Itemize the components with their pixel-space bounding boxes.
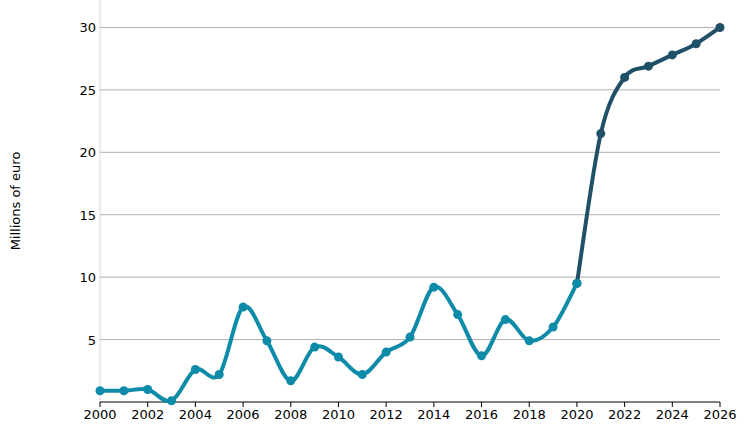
y-tick-label: 15 xyxy=(79,208,96,223)
marker xyxy=(286,376,295,385)
marker xyxy=(572,279,581,288)
grid-line xyxy=(100,214,720,215)
y-axis-label: Millions of euro xyxy=(8,152,23,251)
x-tick-label: 2020 xyxy=(560,407,593,422)
y-tick-label: 20 xyxy=(79,145,96,160)
marker xyxy=(310,343,319,352)
marker xyxy=(96,386,105,395)
x-axis-line xyxy=(100,402,720,403)
marker xyxy=(167,396,176,405)
x-tick-label: 2008 xyxy=(274,407,307,422)
x-tick-label: 2018 xyxy=(513,407,546,422)
plot-area xyxy=(96,23,725,405)
y-tick-label: 10 xyxy=(79,270,96,285)
x-tick-label: 2026 xyxy=(703,407,736,422)
y-tick-label: 30 xyxy=(79,20,96,35)
marker xyxy=(262,336,271,345)
x-tick-label: 2012 xyxy=(370,407,403,422)
chart: 5 10 15 20 25 30 2000 2002 2004 2006 2008 2010 2012 2… xyxy=(0,0,748,434)
marker xyxy=(620,73,629,82)
marker xyxy=(406,333,415,342)
marker xyxy=(358,370,367,379)
marker xyxy=(692,39,701,48)
series-line xyxy=(577,27,720,283)
grid-line xyxy=(100,277,720,278)
grid-line xyxy=(100,89,720,90)
marker xyxy=(525,336,534,345)
marker xyxy=(572,279,581,288)
marker xyxy=(644,62,653,71)
x-tick-label: 2016 xyxy=(465,407,498,422)
y-tick-label: 5 xyxy=(88,333,96,348)
grid-line xyxy=(100,152,720,153)
y-tick-label: 25 xyxy=(79,83,96,98)
x-tick-label: 2006 xyxy=(227,407,260,422)
marker xyxy=(215,370,224,379)
x-tick-label: 2004 xyxy=(179,407,212,422)
y-axis-line xyxy=(100,0,101,402)
x-tick-label: 2000 xyxy=(83,407,116,422)
marker xyxy=(716,23,725,32)
marker xyxy=(501,315,510,324)
marker xyxy=(668,50,677,59)
series-line xyxy=(100,283,577,401)
marker xyxy=(429,283,438,292)
x-tick-label: 2010 xyxy=(322,407,355,422)
marker xyxy=(596,129,605,138)
x-tick-label: 2002 xyxy=(131,407,164,422)
marker xyxy=(239,303,248,312)
marker xyxy=(453,310,462,319)
grid-line xyxy=(100,27,720,28)
marker xyxy=(477,351,486,360)
marker xyxy=(382,348,391,357)
marker xyxy=(119,386,128,395)
marker xyxy=(143,385,152,394)
x-tick-label: 2014 xyxy=(417,407,450,422)
marker xyxy=(334,353,343,362)
marker xyxy=(549,323,558,332)
marker xyxy=(191,365,200,374)
x-tick-label: 2024 xyxy=(656,407,689,422)
x-tick-label: 2022 xyxy=(608,407,641,422)
